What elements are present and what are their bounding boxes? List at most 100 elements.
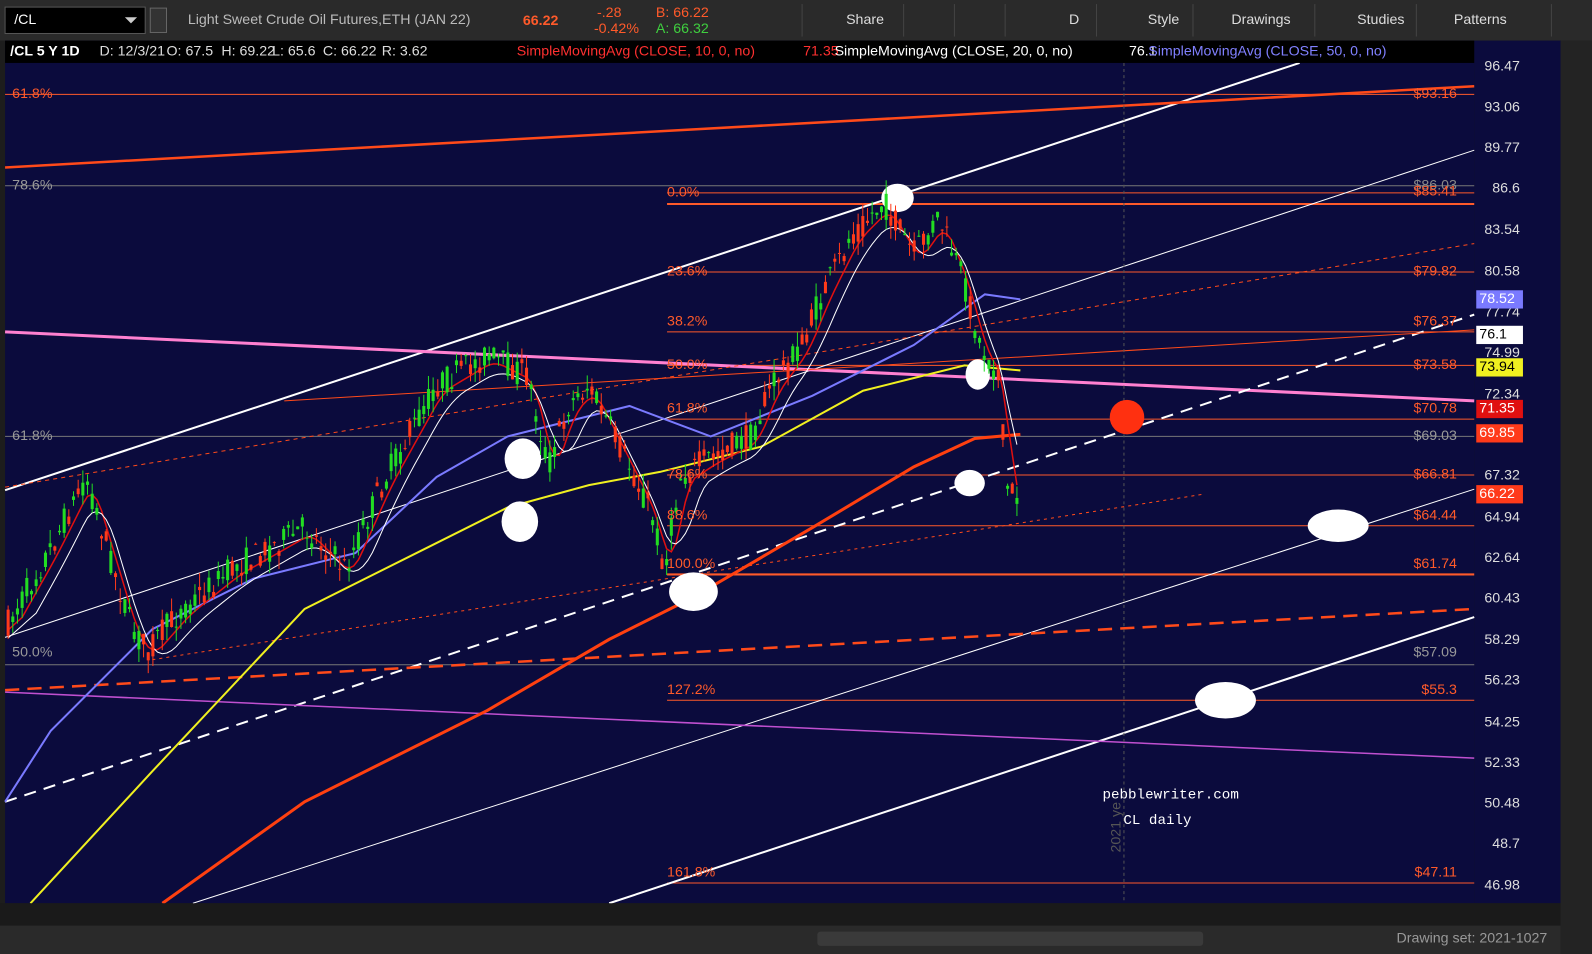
candle-body: [15, 608, 19, 615]
candle-body: [445, 366, 449, 393]
candle-body: [11, 616, 15, 623]
candle-body: [599, 405, 603, 415]
candle-body: [618, 436, 622, 458]
candle-body: [828, 267, 832, 269]
candle-body: [389, 453, 393, 472]
candle-body: [809, 309, 813, 326]
candle-body: [875, 212, 879, 215]
candle-body: [749, 424, 753, 450]
candle-body: [926, 235, 930, 245]
study-label: SimpleMovingAvg (CLOSE, 20, 0, no): [835, 44, 1073, 60]
fib-label: 50.0%: [12, 644, 53, 660]
candle-body: [85, 481, 90, 485]
candle-body: [501, 350, 505, 353]
candle-body: [805, 334, 809, 343]
candle-body: [216, 571, 220, 580]
candle-body: [506, 352, 510, 376]
candle-body: [100, 536, 104, 539]
candle-body: [973, 331, 977, 339]
change: -.28: [597, 5, 622, 21]
change-pct: -0.42%: [594, 21, 639, 37]
candle-body: [912, 240, 916, 252]
study-value: 76.1: [1129, 44, 1157, 60]
candle-body: [964, 278, 968, 302]
candle-body: [263, 541, 267, 556]
candle-body: [39, 577, 43, 579]
candle-body: [440, 372, 444, 389]
toolbar-button[interactable]: Share: [846, 12, 884, 28]
fib-price: $64.44: [1414, 507, 1458, 523]
marker: [881, 183, 914, 213]
info-bar: [5, 40, 1475, 63]
candle-body: [707, 452, 711, 454]
candle-body: [20, 591, 24, 608]
toolbar-button[interactable]: Style: [1148, 12, 1180, 28]
marker: [504, 438, 542, 480]
candle-body: [735, 435, 739, 449]
candle-body: [235, 564, 239, 571]
candle-body: [772, 372, 776, 387]
info-item: L: 65.6: [272, 44, 316, 60]
candle-body: [543, 447, 547, 459]
symbol[interactable]: /CL: [14, 12, 36, 28]
candle-body: [179, 608, 183, 619]
candle-body: [889, 216, 893, 226]
marker: [1307, 509, 1369, 542]
candle-body: [604, 415, 608, 417]
candle-body: [609, 416, 613, 420]
candle-body: [412, 417, 416, 419]
candle-body: [300, 517, 304, 527]
link-icon[interactable]: [149, 7, 168, 33]
candle-body: [319, 546, 323, 551]
price-badge: [1476, 358, 1523, 377]
candle-body: [655, 528, 659, 546]
candle-body: [758, 420, 762, 425]
moving-average: [29, 364, 1021, 904]
candle-body: [982, 355, 986, 361]
marker: [954, 469, 985, 497]
candle-body: [856, 224, 860, 242]
price-tick-label: 50.48: [1484, 796, 1520, 812]
symbol-box[interactable]: [4, 6, 146, 34]
trend-line: [5, 84, 1475, 169]
candle-body: [529, 384, 533, 389]
price-tick-label: 64.94: [1484, 509, 1520, 525]
timeframe-button[interactable]: D: [1069, 12, 1079, 28]
candle-body: [109, 550, 113, 573]
bid: B: 66.22: [656, 5, 709, 21]
candle-body: [454, 360, 459, 366]
candle-body: [669, 517, 673, 536]
dropdown-icon[interactable]: [124, 17, 138, 24]
candle-body: [693, 458, 697, 461]
price-badge: [1476, 290, 1523, 309]
candle-body: [520, 359, 524, 364]
scrollbar[interactable]: [817, 931, 1204, 946]
last-price: 66.22: [523, 13, 559, 29]
candle-body: [67, 516, 71, 524]
candle-body: [959, 261, 963, 267]
candle-body: [893, 210, 898, 231]
candle-body: [697, 451, 701, 467]
candle-body: [473, 359, 477, 369]
fib-price: $66.81: [1414, 467, 1458, 483]
fib-price: $55.3: [1421, 682, 1457, 698]
toolbar-button[interactable]: Studies: [1357, 12, 1404, 28]
marker: [1195, 682, 1256, 719]
toolbar-button[interactable]: Patterns: [1454, 12, 1507, 28]
trend-line: [4, 61, 1300, 492]
candle-body: [730, 432, 734, 456]
toolbar-button[interactable]: Drawings: [1231, 12, 1290, 28]
bottom-bar: [0, 925, 1561, 954]
candle-body: [739, 435, 743, 449]
candle-body: [459, 360, 463, 366]
drawing-set[interactable]: Drawing set: 2021-1027: [1396, 931, 1547, 947]
candle-body: [198, 586, 202, 591]
candle-body: [567, 414, 571, 417]
trend-line: [284, 329, 1475, 402]
candle-body: [202, 595, 206, 603]
fib-label: 23.6%: [667, 264, 708, 280]
fib-label: 100.0%: [667, 556, 716, 572]
candle-body: [632, 475, 636, 487]
fib-price: $47.11: [1415, 865, 1457, 881]
candle-body: [128, 606, 132, 610]
